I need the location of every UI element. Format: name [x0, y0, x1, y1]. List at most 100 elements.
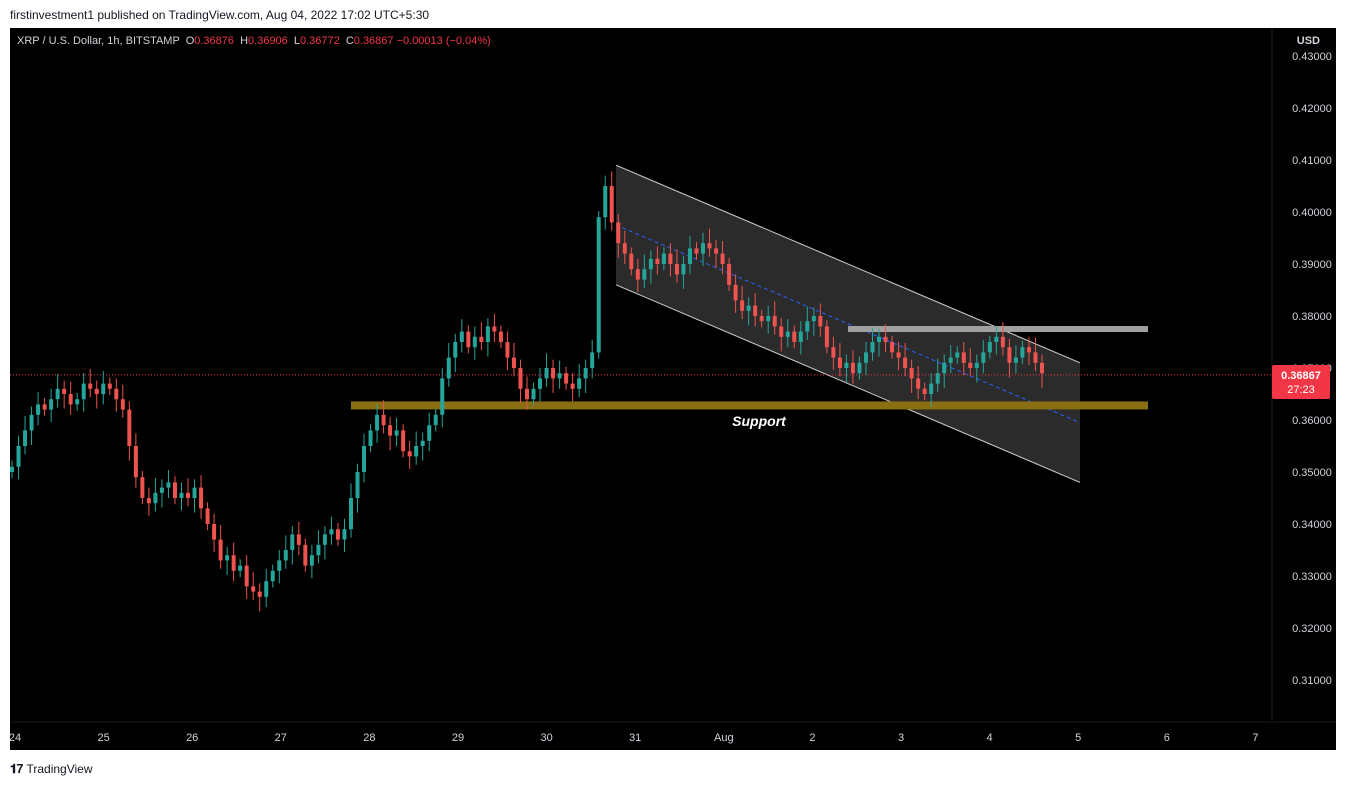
candle-body	[922, 388, 927, 394]
candle-body	[948, 357, 953, 363]
channel-lower-line[interactable]	[615, 284, 1081, 483]
resistance-line[interactable]	[848, 326, 1148, 332]
time-tick-label: 2	[809, 732, 815, 744]
candle-body	[225, 555, 230, 561]
candle-body	[1026, 347, 1031, 353]
candle-body	[362, 446, 367, 472]
candle-body	[629, 253, 634, 270]
candle-body	[1033, 352, 1038, 363]
candle-body	[635, 269, 640, 280]
candle-body	[49, 399, 54, 410]
candle-body	[42, 404, 47, 410]
candle-body	[459, 331, 464, 342]
bar-countdown: 27:23	[1287, 384, 1315, 396]
candle-body	[309, 555, 314, 566]
candle-body	[244, 565, 249, 587]
candle-body	[642, 269, 647, 280]
candle-body	[766, 316, 771, 322]
candle-body	[831, 347, 836, 358]
candle-body	[10, 466, 14, 472]
candle-body	[107, 383, 112, 389]
candle-body	[1013, 357, 1018, 363]
candle-body	[401, 430, 406, 452]
support-zone[interactable]	[351, 401, 1148, 410]
time-tick-label: 25	[97, 732, 109, 744]
candle-body	[896, 352, 901, 358]
candle-body	[733, 284, 738, 301]
last-price-badge: 0.36867 27:23	[1272, 365, 1330, 399]
close-value: 0.36867	[353, 35, 394, 47]
price-tick-label: 0.33000	[1292, 571, 1332, 583]
candle-body	[264, 581, 269, 597]
candle-body	[753, 305, 758, 316]
candle-body	[368, 430, 373, 446]
candle-body	[714, 248, 719, 254]
time-tick-label: 4	[987, 732, 993, 744]
candle-body	[694, 248, 699, 254]
candle-body	[394, 430, 399, 436]
candle-body	[270, 570, 275, 582]
channel-midline[interactable]	[615, 224, 1081, 424]
footer-brand[interactable]: 𝟏7 TradingView	[10, 761, 93, 777]
candle-body	[655, 258, 660, 264]
candle-body	[179, 492, 184, 498]
candle-body	[577, 378, 582, 389]
time-tick-label: 30	[540, 732, 552, 744]
candle-body	[609, 186, 614, 223]
candle-body	[342, 529, 347, 540]
candle-body	[720, 253, 725, 264]
candle-body	[779, 326, 784, 337]
tradingview-logo-icon: 𝟏7	[10, 761, 24, 776]
candle-body	[746, 305, 751, 311]
candle-body	[687, 248, 692, 264]
candle-body	[283, 550, 288, 561]
candle-body	[94, 388, 99, 394]
candle-body	[485, 326, 490, 342]
candle-body	[166, 482, 171, 488]
candle-body	[218, 539, 223, 561]
candle-body	[557, 373, 562, 379]
candle-body	[29, 414, 34, 431]
candle-body	[890, 342, 895, 353]
price-tick-label: 0.32000	[1292, 623, 1332, 635]
support-band[interactable]	[351, 401, 1148, 410]
candle-body	[296, 534, 301, 545]
candle-body	[290, 534, 295, 550]
candle-body	[316, 544, 321, 556]
time-axis[interactable]: 24 25 26 27 28 29 30 31 Aug 2 3 4 5 6 7	[10, 732, 1258, 744]
candle-body	[23, 430, 28, 446]
candle-body	[596, 217, 601, 353]
close-label: C	[345, 35, 354, 47]
candle-body	[466, 331, 471, 348]
footer-brand-label: TradingView	[26, 762, 93, 776]
candle-body	[1040, 362, 1044, 374]
candle-body	[381, 414, 386, 426]
candle-body	[511, 357, 516, 368]
time-tick-label: 31	[629, 732, 641, 744]
candle-body	[1000, 336, 1005, 348]
candle-body	[648, 258, 653, 270]
resistance-band[interactable]	[848, 326, 1148, 332]
candle-body	[146, 498, 151, 504]
candle-body	[538, 378, 543, 389]
candle-body	[525, 388, 529, 400]
price-chart[interactable]: Support 0.31000 0.32000 0.33000 0.34000 0.35…	[10, 28, 1336, 750]
candle-body	[961, 352, 966, 363]
time-tick-label: 28	[363, 732, 375, 744]
candle-body	[238, 565, 243, 571]
chart-frame[interactable]: Support 0.31000 0.32000 0.33000 0.34000 0.35…	[10, 28, 1336, 750]
candle-body	[622, 243, 627, 254]
candle-body	[668, 253, 673, 264]
price-tick-label: 0.36000	[1292, 415, 1332, 427]
candle-body	[446, 357, 451, 379]
price-tick-label: 0.43000	[1292, 51, 1332, 63]
symbol-label[interactable]: XRP / U.S. Dollar, 1h, BITSTAMP	[17, 35, 180, 47]
descending-channel[interactable]	[615, 164, 1081, 483]
candle-body	[407, 451, 412, 457]
high-value: 0.36906	[248, 35, 288, 47]
candle-body	[114, 388, 119, 400]
candle-body	[192, 487, 197, 498]
open-value: 0.36876	[194, 35, 235, 47]
candle-body	[811, 316, 816, 322]
candle-body	[133, 446, 138, 478]
